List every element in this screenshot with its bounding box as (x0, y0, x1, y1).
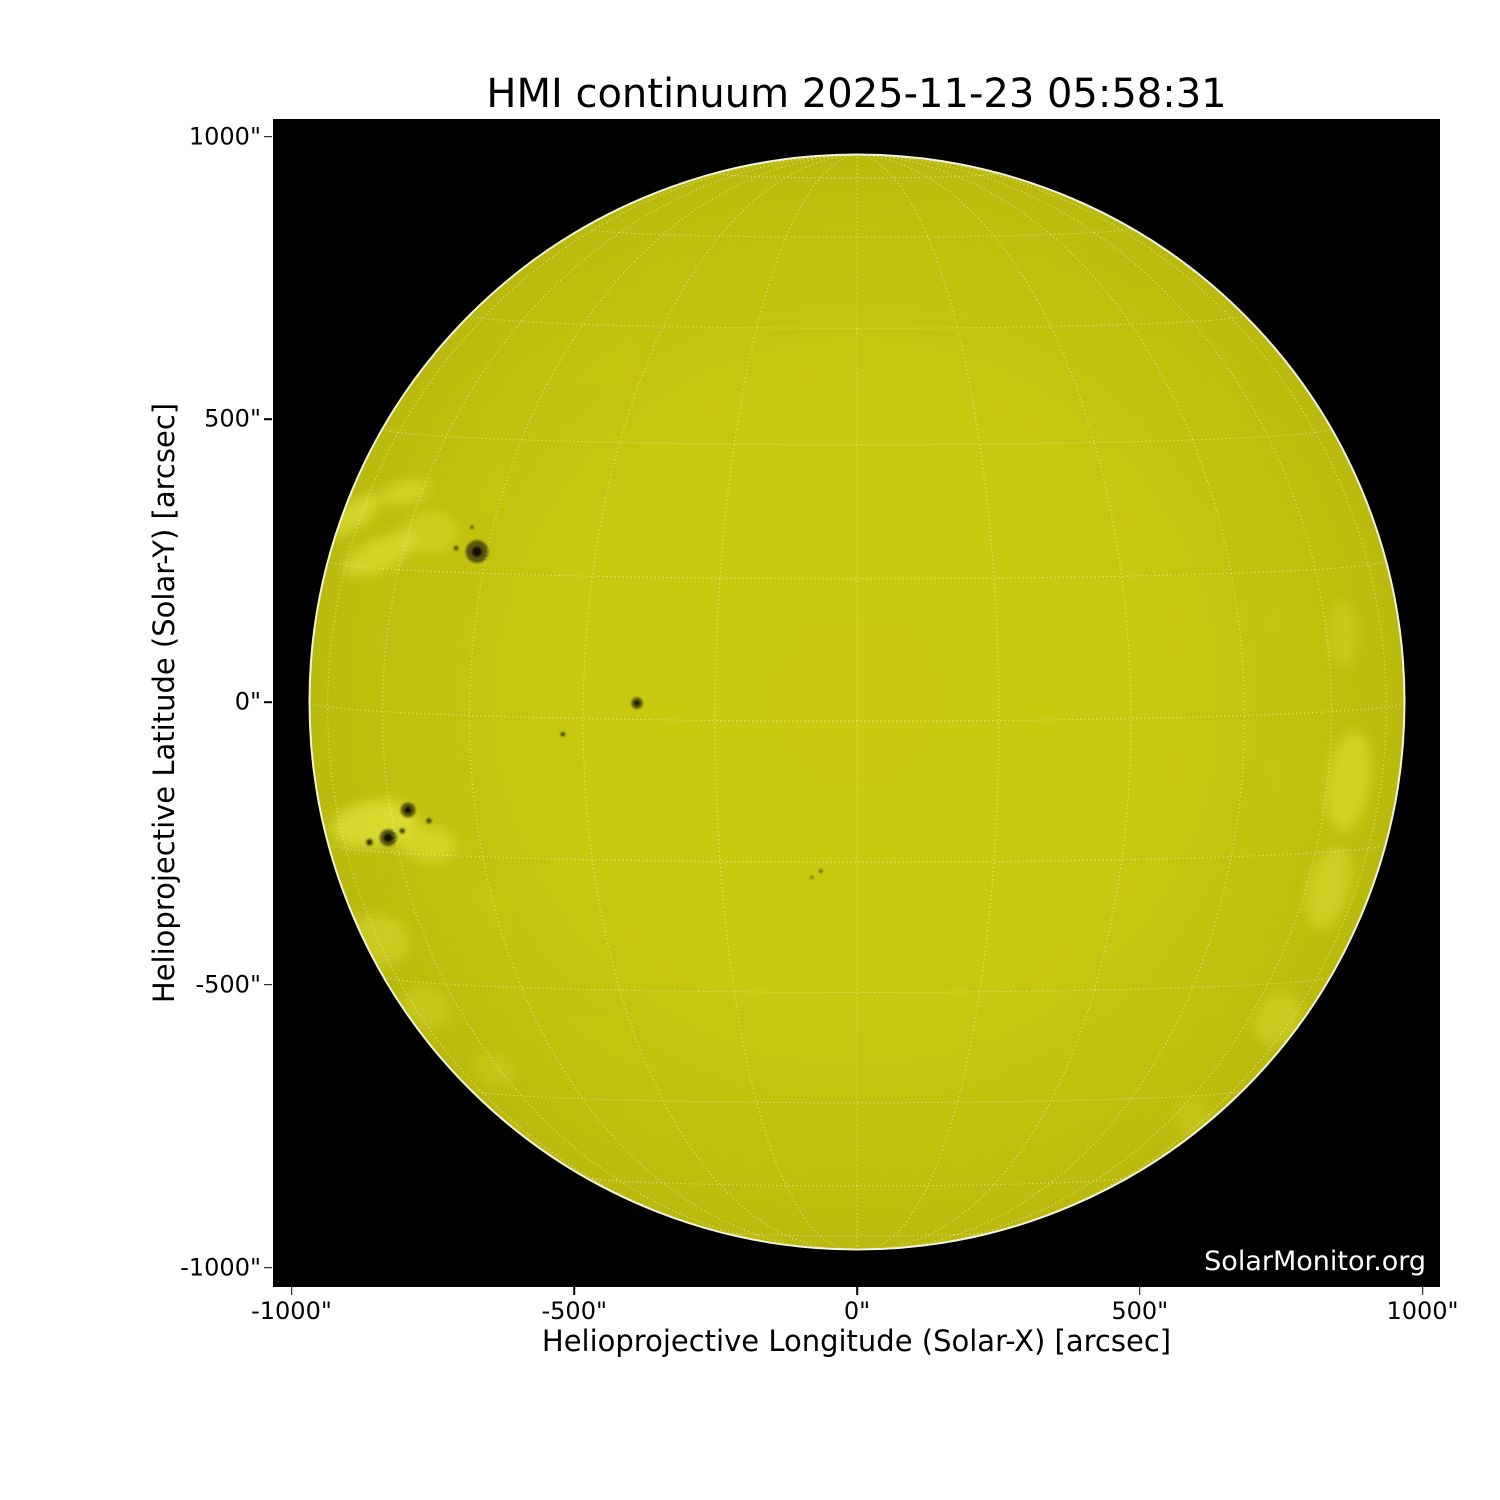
y-tick-label: 0" (234, 687, 261, 716)
x-tick-mark (290, 1287, 293, 1295)
sunspot-umbra (455, 547, 458, 550)
sunspot-umbra (820, 870, 822, 872)
x-tick-label: -500" (541, 1297, 608, 1325)
x-tick-mark (1421, 1287, 1424, 1295)
x-tick-mark (573, 1287, 576, 1295)
watermark: SolarMonitor.org (1204, 1246, 1426, 1277)
limb-rim (308, 153, 1406, 1251)
sunspot-umbra (400, 829, 404, 833)
y-tick-label: -1000" (180, 1252, 261, 1281)
grid-meridian (582, 154, 858, 1250)
plage-patch (342, 532, 416, 578)
plage-patch (401, 512, 459, 553)
grid-parallel (381, 427, 1333, 446)
grid-meridian (327, 154, 858, 1242)
sunspots (366, 525, 823, 879)
solar-disk-image (308, 153, 1406, 1251)
sunspot-umbra (471, 526, 473, 529)
grid-parallel (584, 1176, 1130, 1187)
grid-parallel (469, 1089, 1245, 1104)
x-axis-label: Helioprojective Longitude (Solar-X) [arc… (541, 1324, 1172, 1358)
sunspot-umbra (427, 819, 430, 822)
grid-parallel (469, 314, 1245, 329)
granulation-texture (309, 154, 1405, 1250)
plage-patch (379, 480, 430, 506)
y-tick-mark (264, 983, 272, 986)
y-axis-label: Helioprojective Latitude (Solar-Y) [arcs… (147, 402, 181, 1004)
plage-patch (396, 825, 458, 861)
y-tick-mark (264, 1266, 272, 1269)
sunspot-umbra (383, 833, 393, 843)
plage-patch (327, 494, 381, 536)
sunspot-umbra (811, 876, 813, 878)
y-tick-label: -500" (195, 970, 261, 999)
grid-meridian (856, 154, 1387, 1242)
sunspot-umbra (404, 806, 412, 814)
heliographic-grid (309, 154, 1405, 1250)
y-tick-label: 1000" (188, 121, 261, 150)
sunspot-umbra (634, 700, 640, 706)
plage-patch (473, 1051, 517, 1088)
y-tick-mark (264, 418, 272, 421)
grid-parallel (582, 227, 1132, 238)
plage-patch (1329, 600, 1358, 668)
x-tick-label: 500" (1111, 1297, 1169, 1325)
y-tick-mark (264, 701, 272, 703)
sunspot-umbra (471, 546, 483, 557)
grid-parallel (327, 560, 1387, 580)
grid-parallel (327, 843, 1387, 863)
y-tick-mark (264, 135, 272, 138)
plage-regions (327, 480, 1372, 1142)
x-tick-mark (1138, 1287, 1141, 1295)
x-tick-mark (856, 1287, 858, 1295)
grid-meridian (856, 154, 1132, 1250)
sunspot-umbra (367, 840, 372, 844)
x-tick-label: 0" (843, 1297, 871, 1325)
plage-patch (402, 986, 452, 1029)
plage-patch (1326, 730, 1372, 832)
sunspot-umbra (561, 733, 564, 736)
y-tick-label: 500" (204, 404, 261, 433)
plage-patch (1307, 847, 1352, 930)
x-tick-label: -1000" (251, 1297, 332, 1325)
grid-parallel (717, 1231, 997, 1237)
grid-parallel (309, 702, 1405, 722)
plage-patch (1254, 991, 1303, 1046)
grid-parallel (382, 976, 1332, 993)
plot-area: SolarMonitor.org (273, 119, 1440, 1287)
x-tick-label: 1000" (1386, 1297, 1459, 1325)
plot-title: HMI continuum 2025-11-23 05:58:31 (486, 71, 1227, 117)
